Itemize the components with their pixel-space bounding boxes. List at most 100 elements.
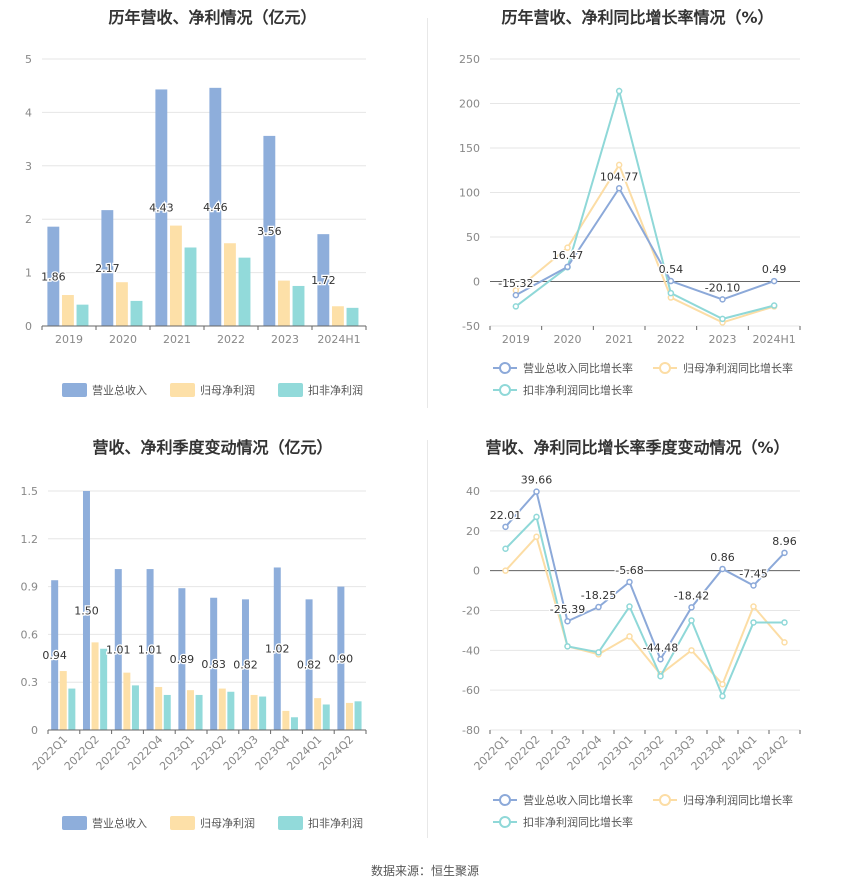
point-revenue-growth bbox=[657, 656, 664, 663]
point-net-profit-growth bbox=[688, 647, 695, 654]
bar-revenue bbox=[101, 210, 114, 326]
y-tick-label: -50 bbox=[462, 320, 480, 333]
bar-net-profit bbox=[59, 671, 67, 730]
x-tick-label: 2023 bbox=[271, 333, 299, 346]
legend-label: 营业总收入 bbox=[92, 383, 147, 397]
chart-title: 营收、净利季度变动情况（亿元） bbox=[92, 438, 333, 457]
data-label: 0.86 bbox=[710, 551, 735, 564]
legend-label: 营业总收入 bbox=[92, 816, 147, 830]
point-deducted-profit-growth bbox=[719, 692, 726, 700]
bar-revenue bbox=[209, 87, 222, 326]
x-tick-label: 2024H1 bbox=[317, 333, 360, 346]
point-revenue-growth bbox=[781, 549, 788, 557]
x-tick-label: 2019 bbox=[55, 333, 83, 346]
bar-revenue bbox=[317, 234, 330, 326]
data-label: 104.77 bbox=[600, 170, 639, 183]
y-tick-label: -20 bbox=[462, 605, 480, 618]
bar-deducted-profit bbox=[238, 257, 251, 326]
data-label: 4.43 bbox=[149, 202, 174, 215]
x-tick-label: 2021 bbox=[605, 333, 633, 346]
data-label: 1.72 bbox=[311, 274, 336, 287]
y-tick-label: 2 bbox=[25, 213, 32, 226]
point-deducted-profit-growth bbox=[657, 672, 664, 680]
point-deducted-profit-growth bbox=[512, 303, 520, 310]
x-tick-label: 2023 bbox=[709, 333, 737, 346]
annual-amount-plot: 0 1 2 3 4 5 2019 2020 2021 2022 2023 2024H1 1.86 2.17… bbox=[25, 53, 367, 397]
y-tick-label: 200 bbox=[459, 98, 480, 111]
annual-amount-chart: 历年营收、净利情况（亿元） 0 1 2 3 4 5 2019 2020 2021 2022 2023… bbox=[0, 0, 425, 430]
point-net-profit-growth bbox=[781, 639, 788, 646]
legend-swatch bbox=[170, 383, 195, 397]
data-label: 1.01 bbox=[106, 644, 131, 657]
data-label: 4.46 bbox=[203, 201, 228, 214]
x-tick-label: 2021 bbox=[163, 333, 191, 346]
y-tick-label: 50 bbox=[466, 231, 480, 244]
x-tick-label: 2024Q2 bbox=[316, 733, 356, 773]
bar-revenue bbox=[263, 135, 276, 326]
y-tick-label: 250 bbox=[459, 53, 480, 66]
legend-marker bbox=[499, 816, 511, 828]
legend-marker bbox=[499, 362, 511, 374]
bar-deducted-profit bbox=[131, 685, 139, 730]
point-net-profit-growth bbox=[615, 161, 623, 169]
y-tick-label: -60 bbox=[462, 684, 480, 697]
legend-swatch bbox=[278, 816, 303, 830]
bar-deducted-profit bbox=[130, 300, 143, 326]
data-label: 16.47 bbox=[552, 249, 584, 262]
data-label: 0.54 bbox=[659, 263, 684, 276]
legend-label: 扣非净利润 bbox=[308, 816, 363, 830]
data-label: 1.01 bbox=[138, 644, 163, 657]
legend-swatch bbox=[62, 816, 87, 830]
point-deducted-profit-growth bbox=[595, 649, 602, 656]
bar-deducted-profit bbox=[184, 247, 197, 326]
point-revenue-growth bbox=[750, 582, 757, 589]
legend-label: 扣非净利润 bbox=[308, 383, 363, 397]
bar-revenue bbox=[210, 597, 218, 730]
point-net-profit-growth bbox=[719, 680, 726, 688]
point-deducted-profit-growth bbox=[667, 289, 675, 297]
point-net-profit-growth bbox=[564, 244, 571, 251]
y-tick-label: 0 bbox=[473, 565, 480, 578]
point-net-profit-growth bbox=[533, 533, 540, 541]
bar-deducted-profit bbox=[322, 704, 330, 730]
data-label: -7.45 bbox=[739, 568, 767, 581]
data-label: -25.39 bbox=[550, 603, 585, 616]
bar-net-profit bbox=[345, 702, 353, 730]
data-label: 2.17 bbox=[95, 262, 120, 275]
quarter-growth-chart: 营收、净利同比增长率季度变动情况（%） -80 -60 -40 -20 0 20 40 202… bbox=[425, 430, 850, 860]
data-label: 1.86 bbox=[41, 270, 66, 283]
y-tick-label: 100 bbox=[459, 187, 480, 200]
bar-net-profit bbox=[277, 280, 290, 326]
data-label: 8.96 bbox=[772, 535, 797, 548]
bar-net-profit bbox=[218, 688, 226, 730]
point-net-profit-growth bbox=[502, 567, 509, 574]
point-revenue-growth bbox=[688, 604, 695, 611]
data-label: 0.83 bbox=[201, 658, 226, 671]
legend-swatch bbox=[278, 383, 303, 397]
y-tick-label: 0.6 bbox=[21, 628, 39, 641]
bar-revenue bbox=[47, 226, 60, 326]
point-revenue-growth bbox=[595, 603, 602, 611]
bar-net-profit bbox=[250, 694, 258, 730]
bar-net-profit bbox=[282, 710, 290, 730]
legend-label: 营业总收入同比增长率 bbox=[523, 793, 633, 807]
y-tick-label: 20 bbox=[466, 525, 480, 538]
bar-deducted-profit bbox=[292, 285, 305, 326]
y-tick-label: 0 bbox=[25, 320, 32, 333]
bar-revenue bbox=[114, 569, 122, 730]
bar-revenue bbox=[146, 569, 154, 730]
legend-marker bbox=[659, 794, 671, 806]
bar-net-profit bbox=[123, 672, 131, 730]
bar-net-profit bbox=[155, 686, 163, 730]
point-net-profit-growth bbox=[626, 633, 633, 640]
point-deducted-profit-growth bbox=[564, 643, 571, 650]
data-label: -44.48 bbox=[643, 641, 678, 654]
data-label: -15.32 bbox=[498, 277, 533, 290]
quarter-growth-plot: -80-60-40-20020402022Q12022Q22022Q32022Q… bbox=[462, 472, 801, 829]
bar-net-profit bbox=[331, 306, 344, 326]
quarter-amount-plot: 00.30.60.91.21.52022Q12022Q22022Q32022Q4… bbox=[21, 485, 367, 830]
data-label: 0.90 bbox=[329, 652, 354, 665]
point-revenue-growth bbox=[512, 291, 520, 299]
bar-net-profit bbox=[115, 282, 128, 326]
x-tick-label: 2020 bbox=[554, 333, 582, 346]
